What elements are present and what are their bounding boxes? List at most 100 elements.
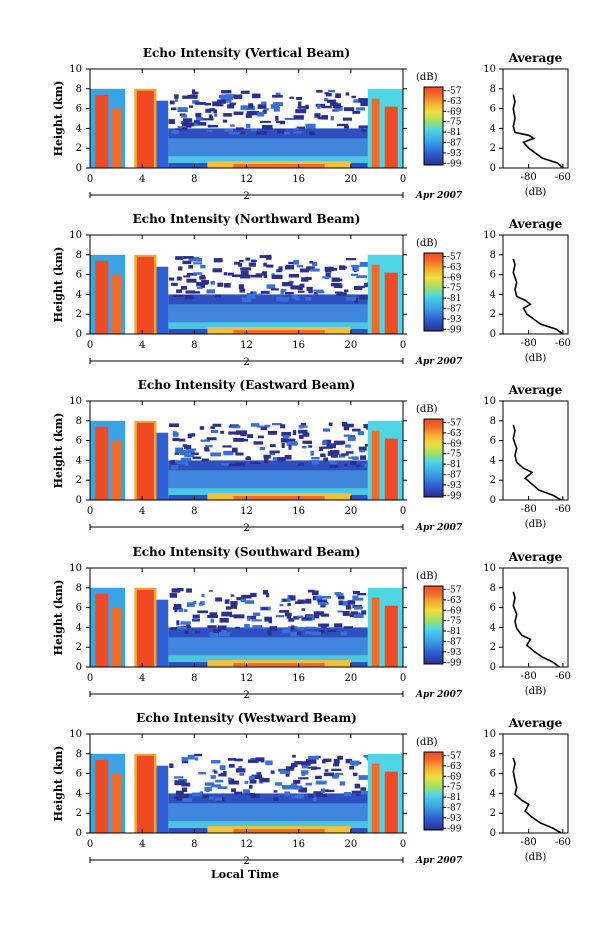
y-tick-label: 6: [76, 104, 82, 115]
heatmap-cell: [275, 120, 283, 124]
heatmap-cell: [179, 438, 186, 442]
heatmap-cell: [305, 104, 309, 110]
heatmap-cell: [341, 453, 349, 456]
y-tick-label: 0: [76, 662, 82, 673]
heatmap-cell: [293, 115, 304, 120]
heatmap-cell: [358, 446, 367, 451]
heatmap-cell: [215, 597, 222, 602]
heatmap-cell: [340, 266, 348, 269]
heatmap-cell: [225, 606, 232, 610]
heatmap-cell: [249, 461, 261, 465]
profile-line: [512, 258, 564, 335]
colorbar-tick-label: -87: [447, 637, 462, 647]
heatmap-cell: [358, 107, 362, 111]
heatmap-cell: [311, 631, 321, 636]
heatmap-cell: [181, 757, 189, 762]
heatmap-cell: [343, 426, 350, 431]
heatmap-cell: [363, 755, 371, 758]
heatmap-cell: [313, 289, 324, 292]
heatmap-cell: [201, 458, 209, 462]
x-tick-label: 0: [87, 174, 93, 185]
heatmap-cell: [206, 437, 217, 441]
heatmap-cell: [241, 90, 250, 94]
heatmap-cell: [350, 611, 358, 615]
heatmap-cell: [223, 113, 232, 117]
profile-y-tick-label: 0: [490, 163, 496, 174]
colorbar-unit: (dB): [416, 737, 438, 748]
y-tick-label: 0: [76, 329, 82, 340]
heatmap-cell: [174, 94, 179, 99]
colorbar-unit: (dB): [416, 404, 438, 415]
heatmap-cell: [239, 274, 251, 279]
heatmap-cell: [306, 266, 315, 271]
heatmap-cell: [174, 452, 179, 455]
heatmap-cell: [273, 790, 278, 793]
heatmap-cell: [257, 104, 267, 109]
heatmap-cell: [351, 762, 358, 766]
heatmap-cell: [242, 271, 246, 275]
heatmap-cell: [261, 124, 273, 130]
heatmap-cell: [250, 793, 260, 799]
heatmap: [90, 753, 403, 833]
heatmap-cell: [343, 434, 350, 437]
heatmap-cell: [186, 278, 197, 283]
heatmap-cell: [240, 598, 246, 603]
heatmap-cell: [319, 630, 326, 634]
heatmap-cell: [284, 117, 295, 121]
heatmap-cell: [323, 772, 335, 777]
y-axis-label: Height (km): [52, 580, 65, 656]
heatmap-cell: [186, 272, 198, 276]
heatmap-cell: [353, 613, 364, 619]
profile-y-tick-label: 6: [490, 436, 496, 447]
panel-title: Echo Intensity (Westward Beam): [136, 711, 357, 725]
heatmap-cell: [182, 787, 188, 793]
heatmap-cell: [337, 123, 348, 127]
heatmap-cell: [173, 776, 184, 779]
heatmap-cell: [219, 632, 230, 637]
heatmap-cell: [311, 456, 320, 460]
heatmap-cell: [192, 100, 200, 104]
heatmap-cell: [201, 594, 205, 598]
heatmap-cell: [345, 605, 352, 610]
heatmap-cell: [334, 440, 345, 445]
heatmap-cell: [204, 102, 212, 106]
heatmap-cell: [321, 625, 327, 628]
y-axis-label: Height (km): [52, 746, 65, 822]
heatmap-cell: [267, 430, 277, 435]
heatmap-cell: [294, 295, 300, 301]
heatmap-cell: [240, 267, 251, 271]
heatmap-cell: [352, 772, 358, 777]
colorbar-tick-label: -57: [447, 418, 462, 428]
heatmap-cell: [284, 292, 294, 295]
date-label: Apr 2007: [415, 191, 463, 201]
heatmap-cell: [187, 448, 195, 454]
profile-y-tick-label: 4: [490, 788, 496, 799]
x-tick-label: 20: [344, 673, 357, 684]
heatmap-cell: [252, 93, 261, 99]
heatmap-cell: [261, 607, 268, 610]
heatmap-cell: [176, 620, 180, 626]
heatmap-cell: [235, 452, 244, 456]
heatmap-cell: [317, 602, 329, 605]
heatmap-cell: [279, 769, 291, 774]
colorbar-tick-label: -57: [447, 585, 462, 595]
heatmap-cell: [334, 772, 344, 776]
heatmap-cell: [315, 780, 327, 785]
heatmap-cell: [350, 264, 360, 268]
heatmap-cell: [196, 258, 203, 262]
y-tick-label: 4: [76, 622, 82, 633]
heatmap-cell: [185, 125, 192, 128]
colorbar-tick-label: -93: [447, 149, 462, 159]
heatmap-cell: [215, 797, 223, 801]
heatmap-cell: [316, 290, 325, 294]
x-tick-label: 8: [191, 506, 197, 517]
heatmap-cell: [263, 108, 270, 111]
heatmap-cell: [323, 428, 330, 432]
heatmap-cell: [343, 107, 355, 112]
x-tick-label: 12: [240, 174, 253, 185]
heatmap-cell: [207, 124, 218, 128]
heatmap-cell: [227, 104, 235, 109]
heatmap-cell: [260, 757, 265, 763]
heatmap-cell: [305, 626, 316, 629]
heatmap-cell: [339, 781, 346, 786]
